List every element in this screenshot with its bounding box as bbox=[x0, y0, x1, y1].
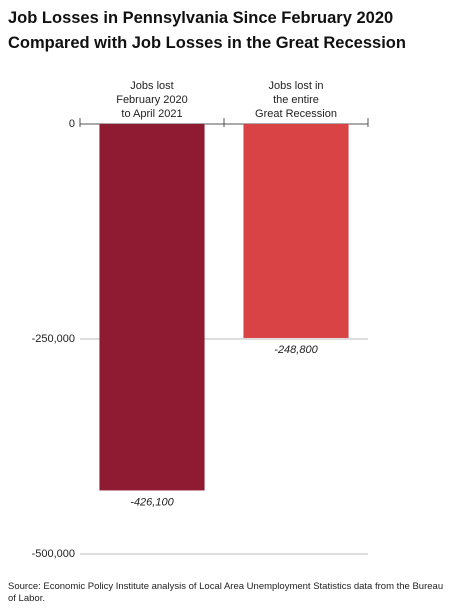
value-label: -248,800 bbox=[274, 344, 318, 356]
category-label: Jobs lost in the entire Great Recession bbox=[255, 80, 337, 120]
y-tick-label: -250,000 bbox=[32, 333, 75, 345]
y-tick-label: 0 bbox=[69, 118, 75, 130]
bar bbox=[99, 124, 205, 491]
value-label: -426,100 bbox=[130, 496, 174, 508]
source-note: Source: Economic Policy Institute analys… bbox=[8, 581, 444, 604]
category-label: Jobs lost February 2020 to April 2021 bbox=[116, 80, 188, 120]
y-tick-label: -500,000 bbox=[32, 548, 75, 560]
chart-title: Job Losses in Pennsylvania Since Februar… bbox=[8, 9, 406, 52]
bar bbox=[243, 124, 349, 338]
